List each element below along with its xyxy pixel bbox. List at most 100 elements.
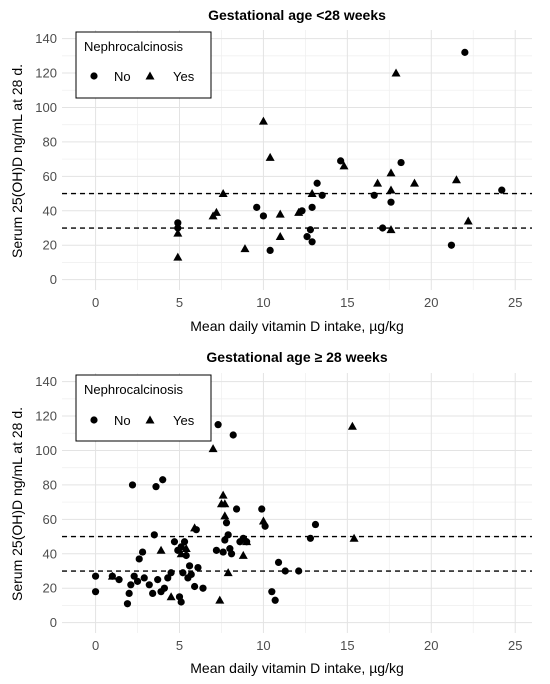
legend-no-label: No: [114, 413, 131, 428]
x-tick-label: 20: [424, 295, 438, 310]
data-point-yes: [176, 549, 186, 558]
x-tick-label: 10: [256, 295, 270, 310]
y-tick-label: 40: [43, 203, 57, 218]
y-tick-label: 140: [35, 31, 57, 46]
x-tick-label: 15: [340, 638, 354, 653]
data-point-no: [221, 536, 229, 544]
data-point-yes: [242, 537, 252, 546]
y-tick-label: 80: [43, 134, 57, 149]
data-point-no: [150, 531, 158, 539]
data-point-no: [212, 546, 221, 554]
data-point-no: [268, 588, 276, 596]
data-point-yes: [220, 511, 230, 520]
y-tick-label: 80: [43, 477, 57, 492]
data-point-no: [318, 191, 326, 199]
data-point-no: [308, 238, 316, 246]
x-axis-label: Mean daily vitamin D intake, µg/kg: [190, 660, 404, 676]
data-point-no: [182, 551, 190, 560]
data-point-no: [130, 572, 138, 580]
x-tick-label: 25: [508, 638, 522, 653]
data-point-yes: [347, 421, 357, 430]
data-point-no: [370, 191, 378, 199]
data-point-no: [308, 203, 316, 211]
data-point-yes: [181, 544, 191, 553]
data-point-no: [222, 519, 231, 527]
data-point-yes: [349, 533, 359, 542]
data-point-no: [271, 596, 279, 604]
y-tick-label: 100: [35, 443, 57, 458]
data-point-no: [187, 570, 195, 579]
data-point-yes: [294, 207, 304, 216]
data-point-no: [281, 567, 289, 575]
data-point-no: [135, 555, 143, 563]
data-point-no: [115, 576, 123, 584]
data-point-no: [219, 548, 227, 556]
data-point-yes: [258, 516, 268, 525]
data-point-no: [170, 538, 179, 546]
legend-no-label: No: [114, 69, 131, 84]
data-point-yes: [156, 545, 166, 554]
x-tick-label: 5: [176, 295, 183, 310]
data-point-yes: [386, 185, 396, 194]
data-point-yes: [218, 490, 228, 499]
data-point-no: [313, 179, 321, 187]
data-point-yes: [220, 499, 230, 508]
data-point-no: [379, 224, 387, 232]
x-tick-label: 20: [424, 638, 438, 653]
data-point-no: [229, 431, 237, 439]
data-point-no: [227, 550, 236, 558]
data-point-no: [123, 600, 132, 608]
chart-title: Gestational age <28 weeks: [208, 7, 386, 23]
data-point-yes: [258, 116, 268, 125]
data-point-no: [337, 157, 345, 165]
data-point-no: [224, 531, 232, 539]
data-point-yes: [463, 216, 473, 225]
legend-yes-label: Yes: [173, 69, 195, 84]
y-tick-label: 100: [35, 100, 57, 115]
data-point-no: [160, 584, 168, 592]
data-point-yes: [373, 178, 383, 187]
data-point-yes: [107, 571, 117, 580]
data-point-yes: [240, 244, 250, 253]
data-point-no: [149, 589, 157, 597]
data-point-yes: [238, 550, 248, 559]
y-tick-label: 40: [43, 546, 57, 561]
data-point-yes: [211, 207, 221, 216]
data-point-yes: [451, 175, 461, 184]
data-point-no: [253, 203, 261, 211]
data-point-no: [154, 576, 162, 584]
x-tick-label: 25: [508, 295, 522, 310]
x-tick-label: 5: [176, 638, 183, 653]
data-point-no: [174, 224, 182, 232]
data-point-yes: [173, 252, 183, 261]
data-point-yes: [275, 232, 285, 241]
data-point-no: [461, 48, 469, 56]
data-point-no: [498, 186, 506, 194]
data-point-no: [266, 246, 274, 254]
data-point-no: [179, 569, 187, 577]
data-point-no: [199, 584, 207, 592]
data-point-yes: [339, 161, 349, 170]
y-tick-label: 140: [35, 374, 57, 389]
y-tick-label: 120: [35, 409, 57, 424]
data-point-yes: [218, 188, 228, 197]
x-tick-label: 0: [92, 638, 99, 653]
data-point-no: [177, 543, 185, 551]
legend-box: [75, 31, 212, 99]
data-point-yes: [386, 168, 396, 177]
data-point-yes: [386, 225, 396, 234]
data-point-no: [397, 158, 405, 167]
chart-panel-bottom: Gestational age ≥ 28 weeks 0 5 10 15 20 25 0 20…: [9, 349, 532, 676]
data-point-no: [91, 588, 100, 596]
data-point-yes: [265, 152, 275, 161]
legend-yes-label: Yes: [173, 413, 195, 428]
legend-no-marker: [90, 72, 98, 80]
data-point-yes: [166, 592, 176, 601]
data-point-no: [303, 233, 311, 241]
legend-no-marker: [90, 416, 98, 424]
data-point-no: [194, 563, 202, 572]
data-point-no: [125, 589, 133, 597]
x-axis-label: Mean daily vitamin D intake, µg/kg: [190, 318, 404, 334]
data-point-no: [306, 226, 315, 234]
